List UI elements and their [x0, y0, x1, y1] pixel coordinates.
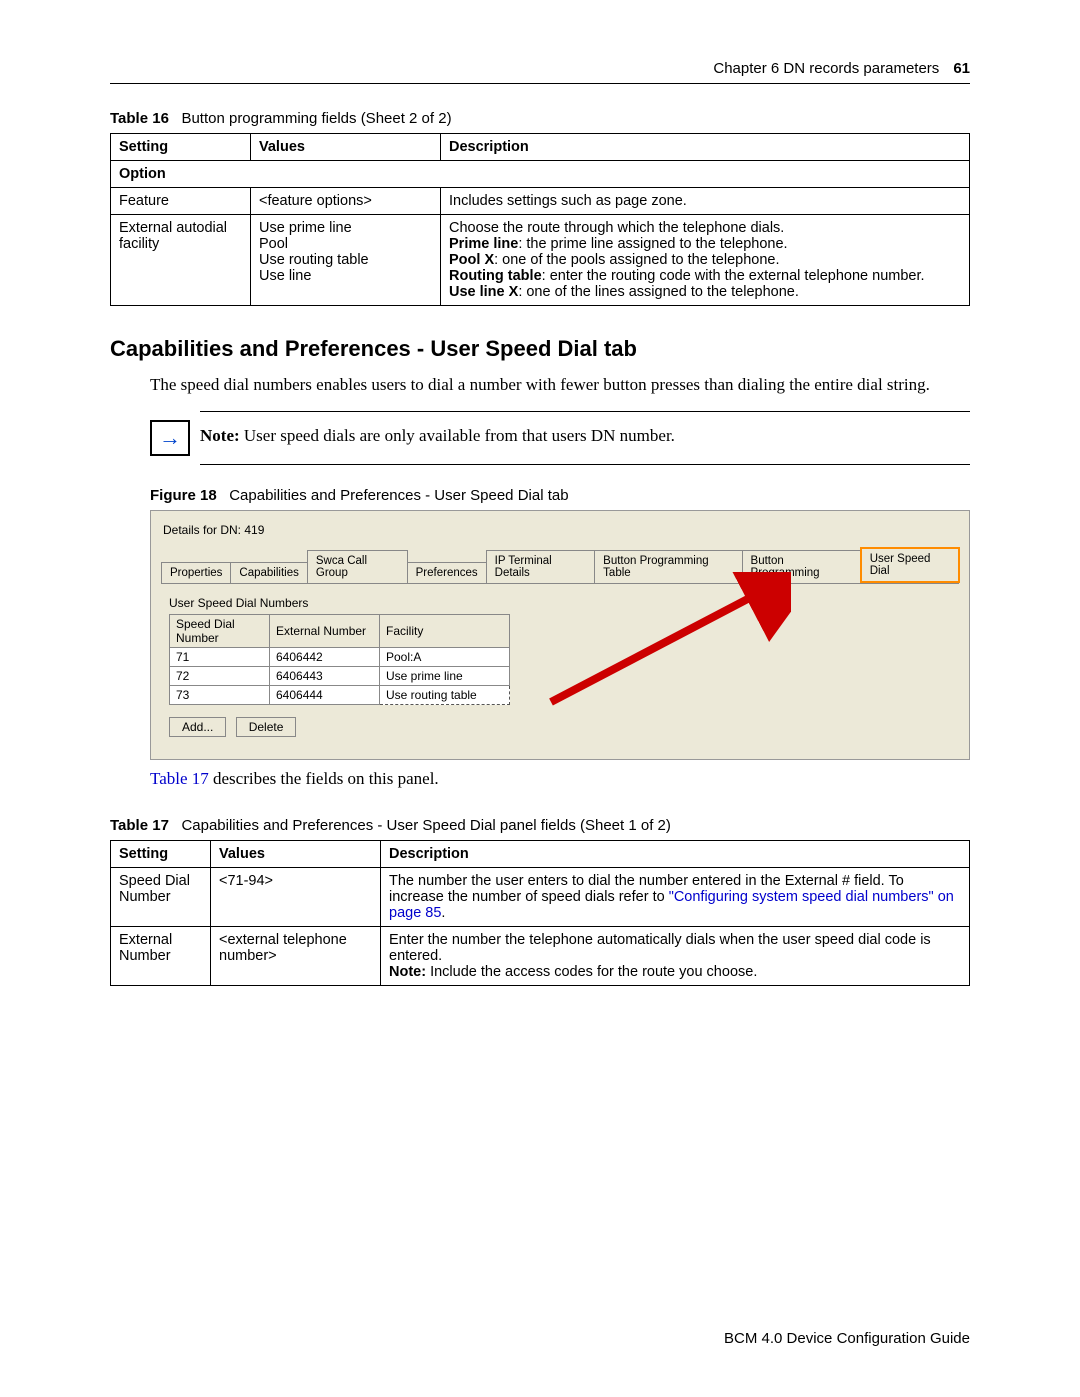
- t16-r0-setting: Feature: [111, 188, 251, 215]
- t17-r0-desc: The number the user enters to dial the n…: [381, 867, 970, 926]
- screenshot-panel: Details for DN: 419 Properties Capabilit…: [150, 510, 970, 760]
- intro-paragraph: The speed dial numbers enables users to …: [150, 374, 970, 397]
- note-label: Note:: [200, 426, 240, 445]
- table17-caption-text: Capabilities and Preferences - User Spee…: [181, 817, 670, 834]
- page-header: Chapter 6 DN records parameters 61: [110, 60, 970, 84]
- t17-r0-setting: Speed Dial Number: [111, 867, 211, 926]
- tab-strip: Properties Capabilities Swca Call Group …: [161, 547, 959, 584]
- tab-button-prog[interactable]: Button Programming: [742, 550, 861, 583]
- t17-r1-setting: External Number: [111, 926, 211, 985]
- table17: Setting Values Description Speed Dial Nu…: [110, 840, 970, 986]
- section-heading: Capabilities and Preferences - User Spee…: [110, 336, 970, 362]
- figure18-caption: Figure 18 Capabilities and Preferences -…: [150, 487, 970, 504]
- table16-caption: Table 16 Button programming fields (Shee…: [110, 110, 970, 127]
- t17-h-values: Values: [211, 840, 381, 867]
- t16-option-row: Option: [111, 161, 970, 188]
- t16-h-values: Values: [251, 134, 441, 161]
- delete-button[interactable]: Delete: [236, 717, 297, 737]
- grid-h0: Speed Dial Number: [170, 614, 270, 647]
- tab-user-speed-dial[interactable]: User Speed Dial: [860, 547, 960, 583]
- figure18-caption-label: Figure 18: [150, 487, 217, 504]
- tab-preferences[interactable]: Preferences: [407, 562, 487, 583]
- t16-r1-setting: External autodial facility: [111, 215, 251, 306]
- table17-link[interactable]: Table 17: [150, 769, 209, 788]
- t16-r0-values: <feature options>: [251, 188, 441, 215]
- speed-dial-grid: Speed Dial Number External Number Facili…: [169, 614, 510, 705]
- tab-ip-terminal[interactable]: IP Terminal Details: [486, 550, 596, 583]
- t16-r0-desc: Includes settings such as page zone.: [441, 188, 970, 215]
- table-row: Speed Dial Number <71-94> The number the…: [111, 867, 970, 926]
- panel-area: User Speed Dial Numbers Speed Dial Numbe…: [161, 584, 959, 745]
- tab-capabilities[interactable]: Capabilities: [230, 562, 307, 583]
- tab-swca[interactable]: Swca Call Group: [307, 550, 408, 583]
- t17-h-desc: Description: [381, 840, 970, 867]
- t17-r0-values: <71-94>: [211, 867, 381, 926]
- chapter-label: Chapter 6 DN records parameters: [713, 60, 939, 77]
- t17-h-setting: Setting: [111, 840, 211, 867]
- callout-arrow-icon: [511, 572, 791, 712]
- tab-button-prog-table[interactable]: Button Programming Table: [594, 550, 742, 583]
- t16-h-setting: Setting: [111, 134, 251, 161]
- table17-caption-label: Table 17: [110, 817, 169, 834]
- table16-caption-label: Table 16: [110, 110, 169, 127]
- tab-properties[interactable]: Properties: [161, 562, 231, 583]
- figure18-caption-text: Capabilities and Preferences - User Spee…: [229, 487, 568, 504]
- table17-caption: Table 17 Capabilities and Preferences - …: [110, 817, 970, 834]
- grid-row[interactable]: 71 6406442 Pool:A: [170, 647, 510, 666]
- t16-r1-values: Use prime line Pool Use routing table Us…: [251, 215, 441, 306]
- page-number: 61: [953, 60, 970, 77]
- table-row: External autodial facility Use prime lin…: [111, 215, 970, 306]
- grid-h2: Facility: [380, 614, 510, 647]
- note-block: → Note: User speed dials are only availa…: [150, 411, 970, 465]
- table-row: External Number <external telephone numb…: [111, 926, 970, 985]
- speed-dial-sub-label: User Speed Dial Numbers: [169, 596, 951, 610]
- grid-row[interactable]: 72 6406443 Use prime line: [170, 666, 510, 685]
- table16-caption-text: Button programming fields (Sheet 2 of 2): [181, 110, 451, 127]
- note-text: User speed dials are only available from…: [240, 426, 675, 445]
- grid-h1: External Number: [270, 614, 380, 647]
- post-figure-text: Table 17 describes the fields on this pa…: [150, 768, 970, 791]
- table16: Setting Values Description Option Featur…: [110, 133, 970, 306]
- button-row: Add... Delete: [169, 717, 951, 737]
- table-row: Feature <feature options> Includes setti…: [111, 188, 970, 215]
- grid-row[interactable]: 73 6406444 Use routing table: [170, 685, 510, 704]
- t16-h-desc: Description: [441, 134, 970, 161]
- add-button[interactable]: Add...: [169, 717, 226, 737]
- t16-r1-desc: Choose the route through which the telep…: [441, 215, 970, 306]
- footer-text: BCM 4.0 Device Configuration Guide: [724, 1330, 970, 1347]
- t17-r1-desc: Enter the number the telephone automatic…: [381, 926, 970, 985]
- note-arrow-icon: →: [150, 420, 190, 456]
- dn-details-label: Details for DN: 419: [163, 523, 959, 537]
- t17-r1-values: <external telephone number>: [211, 926, 381, 985]
